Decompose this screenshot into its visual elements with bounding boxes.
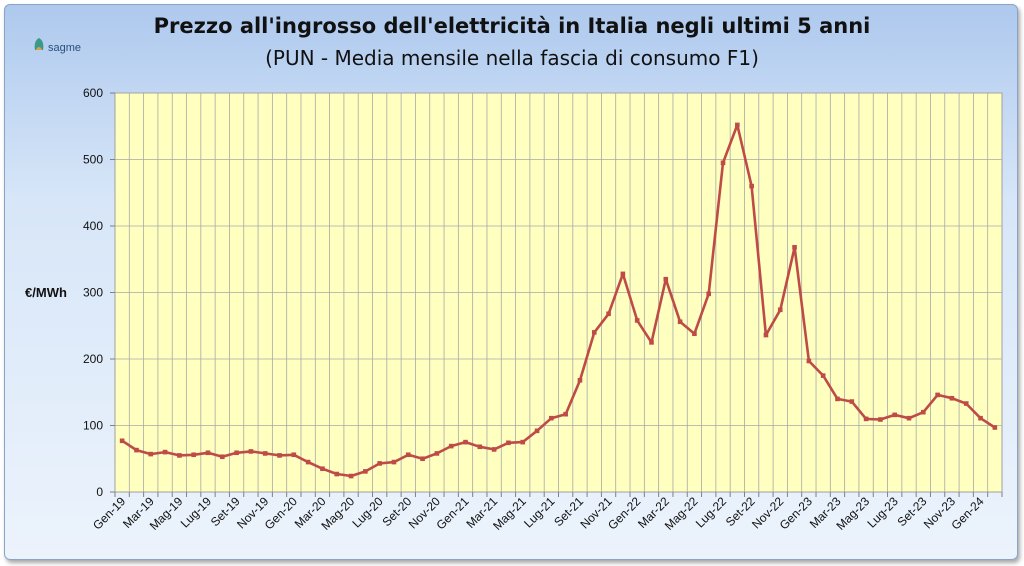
data-point	[720, 160, 726, 166]
data-point	[706, 291, 712, 297]
x-tick-label: Lug-20	[349, 494, 386, 531]
data-point	[463, 439, 468, 445]
x-tick-label: Mag-19	[147, 494, 186, 533]
data-point	[935, 392, 940, 398]
data-point	[806, 358, 812, 364]
data-point	[234, 450, 239, 456]
data-point	[391, 459, 397, 465]
y-tick-label: 0	[96, 485, 103, 499]
data-point	[620, 271, 626, 277]
data-point	[820, 373, 826, 378]
y-tick-label: 400	[83, 219, 103, 233]
x-tick-label: Gen-23	[777, 494, 815, 532]
chart-subtitle: (PUN - Media mensile nella fascia di con…	[265, 46, 759, 70]
data-point	[434, 451, 440, 456]
data-point	[677, 319, 683, 325]
data-point	[377, 461, 382, 466]
x-tick-label: Lug-21	[521, 494, 558, 531]
data-point	[606, 311, 611, 317]
data-point	[735, 122, 740, 128]
data-point	[563, 411, 568, 417]
data-point	[291, 452, 297, 458]
data-point	[792, 244, 797, 250]
data-points	[119, 122, 998, 479]
y-tick-label: 100	[83, 419, 103, 433]
logo-text: sagme	[48, 42, 82, 54]
y-tick-label: 200	[83, 352, 103, 366]
data-point	[649, 340, 654, 345]
data-point	[305, 459, 311, 465]
data-point	[763, 332, 769, 338]
data-point	[448, 443, 454, 449]
y-axis: 0 100 200 300 400 500 600	[83, 86, 115, 499]
data-point	[162, 449, 168, 455]
data-point	[334, 471, 340, 477]
x-tick-label: Gen-20	[262, 494, 300, 532]
data-point	[878, 417, 883, 422]
data-point	[119, 438, 125, 444]
data-point	[591, 330, 597, 335]
data-point	[348, 473, 354, 479]
x-tick-label: Mag-23	[834, 494, 873, 533]
x-tick-label: Gen-19	[90, 494, 128, 532]
x-tick-label: Mag-20	[319, 494, 358, 533]
data-point	[491, 447, 497, 452]
data-point	[992, 425, 998, 430]
grid-lines	[115, 92, 1002, 492]
data-point	[205, 450, 211, 456]
x-tick-label: Mag-22	[662, 494, 701, 533]
x-tick-label: Lug-19	[178, 494, 215, 531]
data-point	[520, 439, 526, 445]
data-point	[777, 307, 783, 313]
data-point	[863, 416, 869, 422]
data-point	[262, 451, 268, 456]
data-point	[906, 415, 912, 421]
data-point	[320, 466, 325, 472]
x-tick-label: Gen-22	[605, 494, 643, 532]
data-point	[634, 318, 640, 323]
data-point	[363, 469, 368, 474]
data-point	[420, 456, 425, 462]
data-point	[248, 449, 254, 454]
data-point	[892, 412, 898, 418]
data-point	[405, 452, 411, 458]
data-point	[549, 415, 554, 421]
data-point	[749, 183, 754, 189]
y-tick-label: 300	[83, 286, 103, 300]
x-tick-label: Lug-23	[864, 494, 901, 531]
series-line	[121, 123, 996, 478]
x-tick-label: Mag-21	[490, 494, 529, 533]
sagme-logo-icon	[34, 38, 44, 50]
data-point	[921, 409, 926, 415]
logo: sagme	[32, 36, 81, 54]
data-point	[978, 415, 983, 421]
data-point	[849, 399, 855, 404]
data-point	[191, 452, 196, 458]
y-tick-label: 500	[83, 153, 103, 167]
chart-title: Prezzo all'ingrosso dell'elettricità in …	[153, 14, 871, 38]
data-point	[277, 453, 282, 458]
data-point	[506, 440, 511, 446]
x-tick-label: Gen-21	[433, 494, 471, 532]
data-point	[835, 396, 840, 402]
data-point	[663, 276, 669, 282]
data-point	[949, 395, 955, 401]
data-point	[148, 451, 154, 457]
data-point	[577, 377, 583, 383]
x-tick-label: Lug-22	[693, 494, 730, 531]
x-axis: Gen-19Mar-19Mag-19Lug-19Set-19Nov-19Gen-…	[90, 492, 1003, 533]
data-point	[477, 444, 483, 450]
data-point	[534, 428, 540, 434]
y-tick-label: 600	[83, 86, 103, 100]
data-point	[219, 454, 225, 460]
data-point	[134, 447, 139, 453]
data-point	[963, 401, 969, 406]
x-tick-label: Gen-24	[948, 494, 986, 532]
data-point	[692, 331, 697, 337]
data-point	[177, 453, 182, 458]
y-axis-label: €/MWh	[25, 285, 67, 300]
